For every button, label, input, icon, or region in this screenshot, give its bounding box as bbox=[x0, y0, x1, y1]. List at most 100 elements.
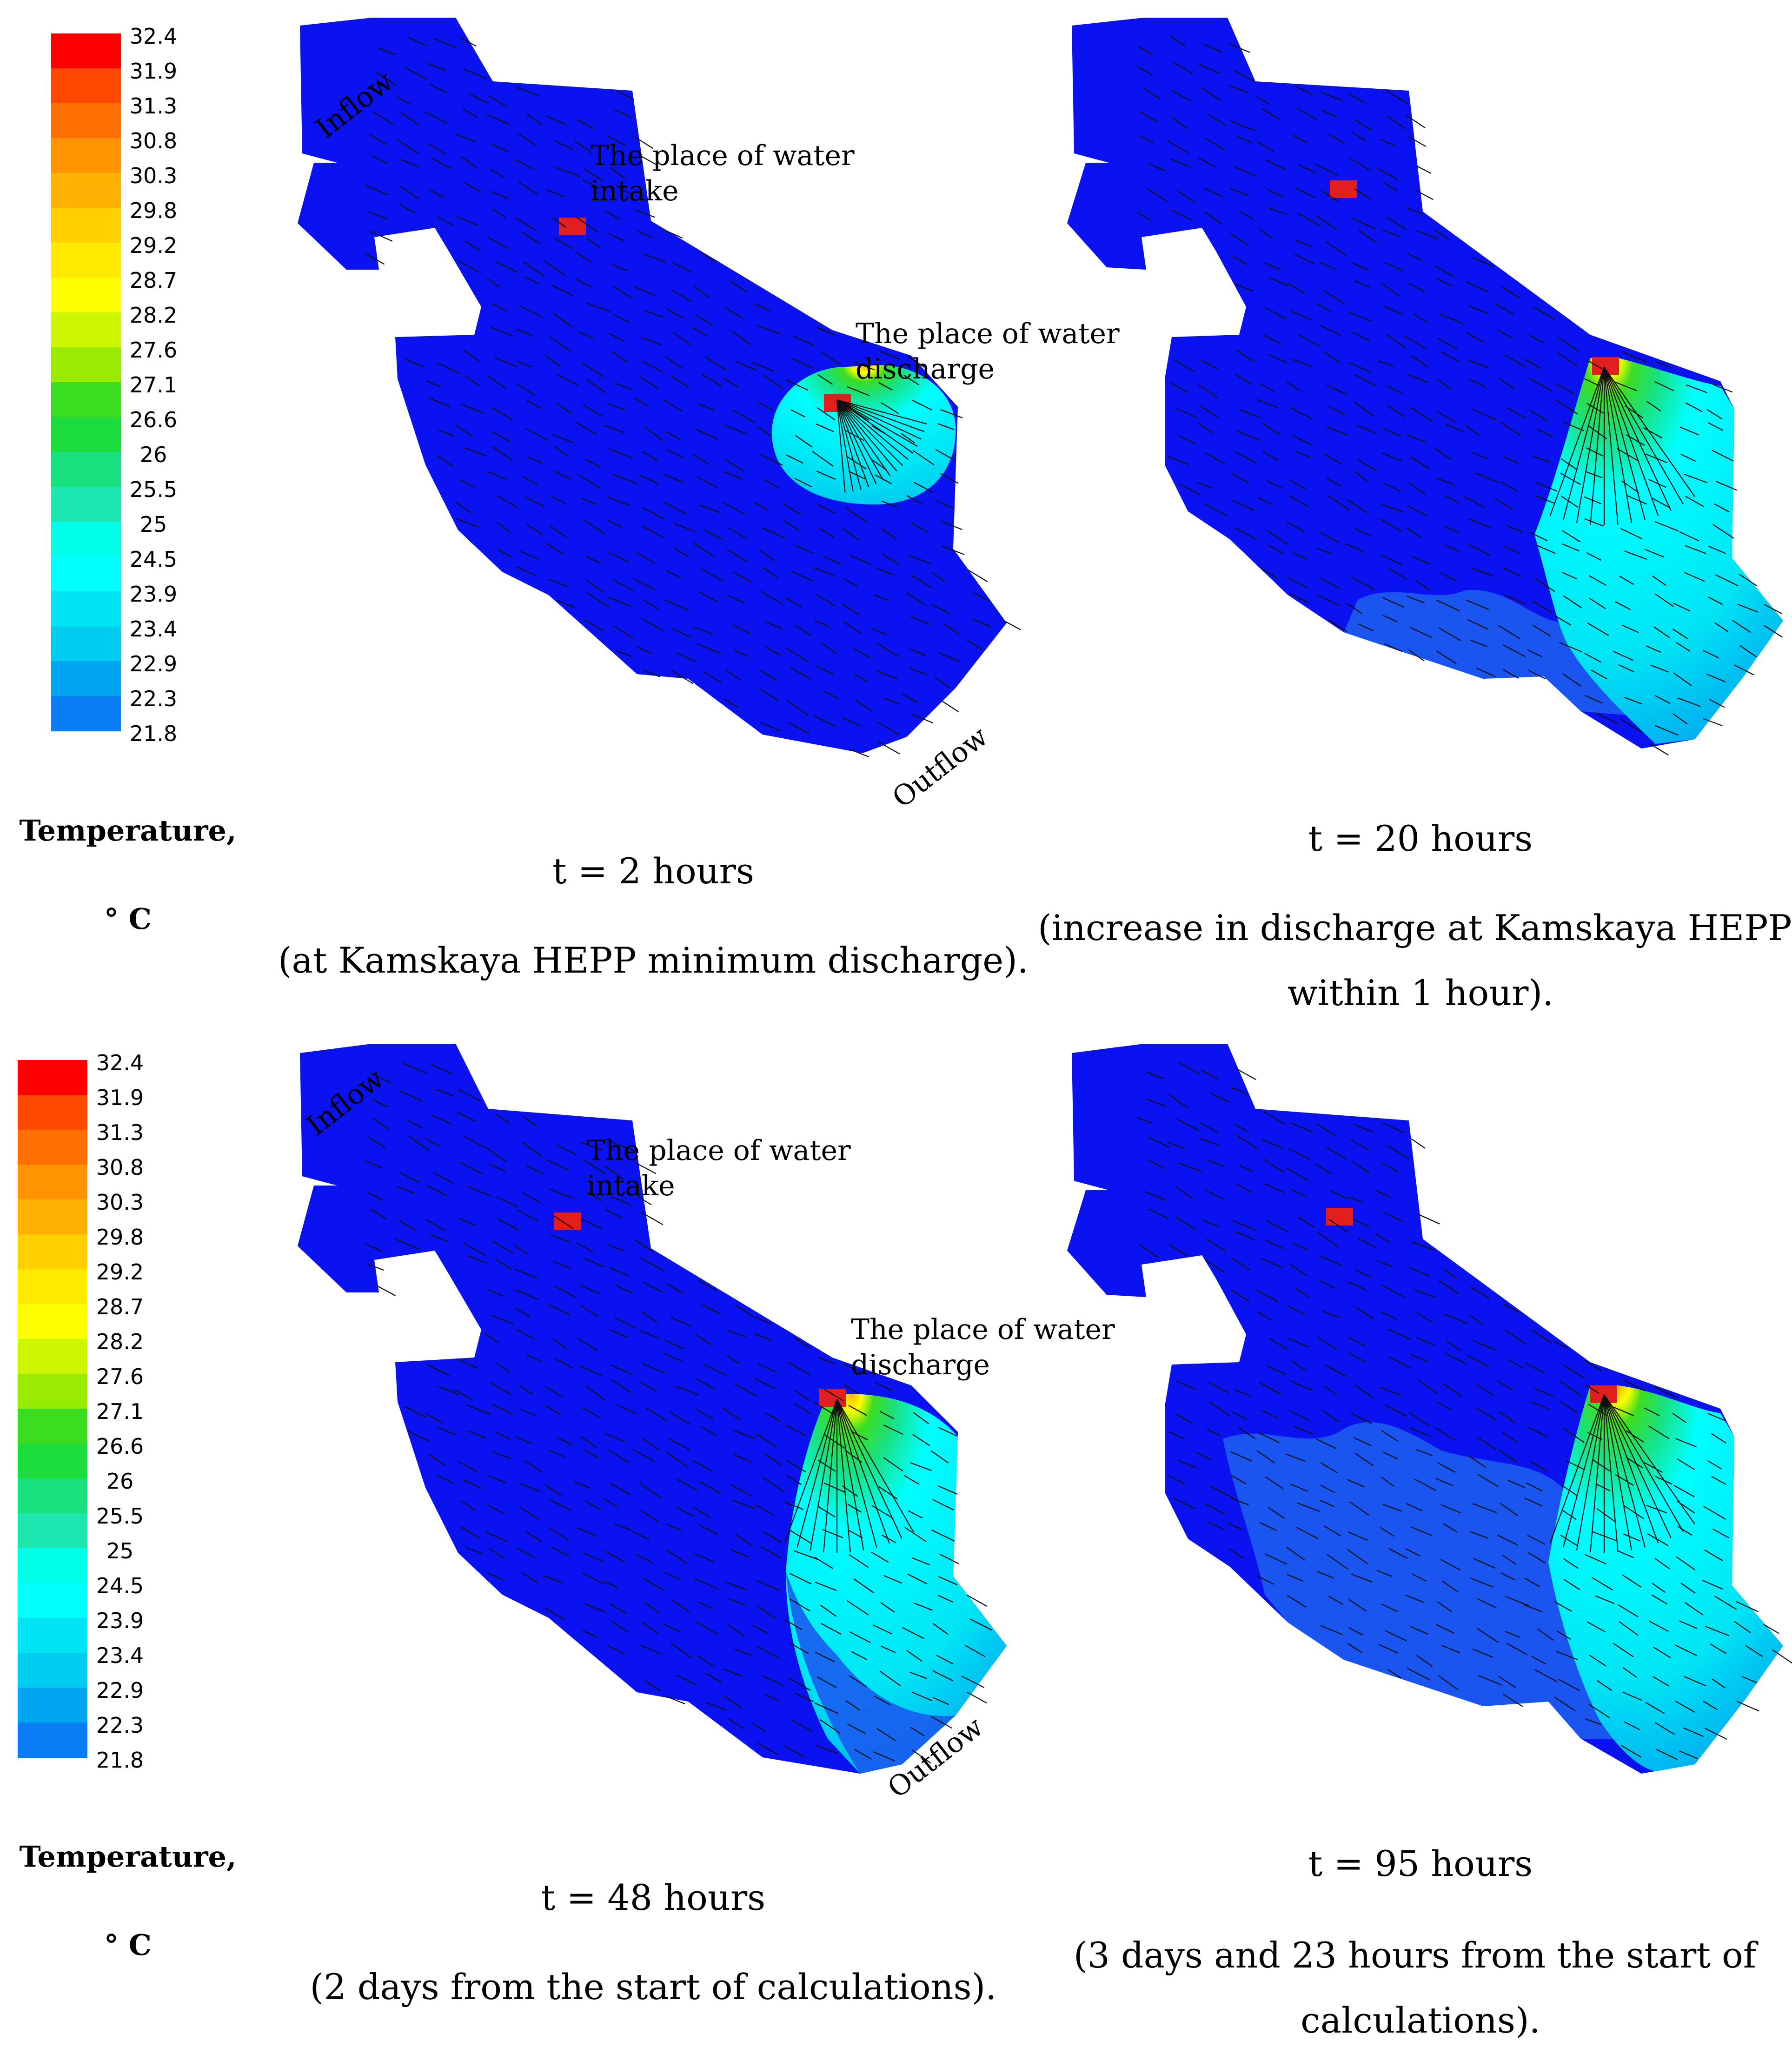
velocity-arrow bbox=[818, 1460, 836, 1472]
velocity-arrow bbox=[1615, 601, 1631, 610]
velocity-arrow bbox=[877, 741, 900, 755]
velocity-arrow bbox=[1468, 1455, 1487, 1468]
velocity-arrow bbox=[1736, 1601, 1759, 1612]
velocity-arrow bbox=[931, 572, 945, 582]
velocity-arrow bbox=[611, 1365, 634, 1375]
velocity-arrow bbox=[1353, 1437, 1372, 1446]
velocity-arrow bbox=[1555, 399, 1578, 415]
velocity-arrow bbox=[1326, 384, 1347, 395]
velocity-arrow bbox=[1467, 619, 1489, 630]
velocity-arrow bbox=[1256, 96, 1271, 105]
discharge-arrow bbox=[1604, 367, 1684, 504]
velocity-arrow bbox=[556, 599, 575, 608]
velocity-arrow bbox=[668, 1438, 690, 1451]
velocity-arrow bbox=[1500, 1503, 1518, 1517]
velocity-arrow bbox=[1409, 456, 1430, 469]
velocity-arrow bbox=[1653, 1676, 1670, 1687]
velocity-arrow bbox=[573, 1481, 591, 1489]
velocity-arrow bbox=[1294, 1425, 1313, 1435]
velocity-arrow bbox=[1227, 1522, 1243, 1530]
velocity-arrow bbox=[428, 63, 446, 72]
velocity-arrow bbox=[489, 1164, 506, 1172]
velocity-arrow bbox=[1346, 1479, 1365, 1488]
velocity-arrow bbox=[610, 1267, 629, 1277]
discharge-arrow bbox=[836, 399, 918, 447]
velocity-arrow bbox=[609, 1482, 631, 1495]
velocity-arrow bbox=[1382, 597, 1405, 608]
velocity-arrow bbox=[969, 1618, 993, 1631]
velocity-arrow bbox=[1257, 1311, 1272, 1321]
velocity-arrow bbox=[545, 1386, 563, 1398]
legend-level-label: 23.9 bbox=[130, 582, 177, 607]
velocity-arrow bbox=[639, 376, 659, 389]
velocity-arrow bbox=[1230, 1475, 1247, 1484]
velocity-arrow bbox=[1585, 1384, 1599, 1394]
velocity-arrow bbox=[938, 652, 960, 662]
velocity-arrow bbox=[940, 521, 962, 530]
velocity-arrow bbox=[701, 568, 724, 582]
velocity-arrow bbox=[640, 1644, 662, 1655]
velocity-arrow bbox=[757, 1645, 779, 1659]
velocity-arrow bbox=[1229, 233, 1249, 245]
velocity-arrow bbox=[579, 1365, 602, 1377]
velocity-arrow bbox=[1321, 109, 1338, 118]
velocity-arrow bbox=[1654, 381, 1674, 391]
velocity-arrow bbox=[1734, 664, 1754, 676]
velocity-arrow bbox=[1406, 1503, 1423, 1511]
velocity-arrow bbox=[457, 518, 479, 528]
velocity-arrow bbox=[515, 1307, 531, 1318]
velocity-arrow bbox=[1676, 1556, 1696, 1570]
velocity-arrow bbox=[377, 47, 396, 56]
velocity-arrow bbox=[642, 360, 664, 373]
velocity-arrow bbox=[551, 1546, 570, 1557]
velocity-arrow bbox=[1168, 140, 1188, 153]
velocity-arrow bbox=[1405, 207, 1423, 215]
discharge-vectors bbox=[1549, 367, 1695, 525]
velocity-arrow bbox=[1414, 1289, 1436, 1298]
velocity-arrow bbox=[459, 479, 476, 488]
velocity-arrow bbox=[1739, 645, 1757, 657]
velocity-arrow bbox=[429, 143, 446, 155]
velocity-arrow bbox=[640, 1381, 657, 1392]
velocity-arrow bbox=[910, 1462, 932, 1471]
velocity-arrow bbox=[1435, 278, 1453, 287]
velocity-arrow bbox=[735, 361, 757, 371]
velocity-arrow bbox=[876, 670, 898, 680]
velocity-arrow bbox=[519, 550, 539, 560]
velocity-arrow bbox=[1439, 313, 1463, 325]
velocity-arrow bbox=[854, 1749, 872, 1760]
panel-caption-line: calculations). bbox=[1301, 2000, 1540, 2041]
velocity-arrow bbox=[1203, 44, 1222, 53]
velocity-arrow bbox=[1387, 1669, 1401, 1679]
legend-swatch bbox=[18, 1618, 87, 1653]
velocity-arrow bbox=[673, 262, 692, 273]
velocity-arrow bbox=[578, 1338, 598, 1351]
velocity-arrow bbox=[1266, 188, 1284, 198]
velocity-arrow bbox=[1295, 239, 1312, 247]
velocity-arrow bbox=[1677, 1458, 1695, 1471]
velocity-arrow bbox=[1268, 207, 1288, 216]
velocity-arrow bbox=[851, 1431, 868, 1441]
velocity-arrow bbox=[1381, 503, 1404, 513]
velocity-arrow bbox=[1435, 1427, 1457, 1441]
velocity-arrow bbox=[454, 1389, 473, 1401]
discharge-arrow bbox=[836, 1399, 877, 1548]
velocity-arrow bbox=[1290, 311, 1312, 320]
velocity-arrow bbox=[578, 474, 601, 489]
velocity-arrow bbox=[494, 357, 518, 368]
discharge-arrow bbox=[1604, 1394, 1684, 1532]
velocity-arrow bbox=[786, 379, 809, 391]
velocity-arrow bbox=[701, 1426, 717, 1436]
velocity-arrow bbox=[1205, 452, 1226, 465]
velocity-arrow bbox=[636, 1163, 657, 1174]
velocity-arrow bbox=[1209, 1092, 1230, 1103]
velocity-arrow bbox=[1322, 1410, 1339, 1423]
velocity-arrow bbox=[1261, 108, 1280, 120]
velocity-arrow bbox=[606, 1644, 625, 1655]
velocity-arrow bbox=[940, 700, 959, 712]
velocity-arrow bbox=[696, 1621, 718, 1635]
velocity-arrow bbox=[486, 113, 510, 126]
velocity-arrow bbox=[369, 230, 393, 242]
velocity-arrow bbox=[1328, 406, 1346, 416]
velocity-arrow bbox=[521, 1141, 543, 1157]
